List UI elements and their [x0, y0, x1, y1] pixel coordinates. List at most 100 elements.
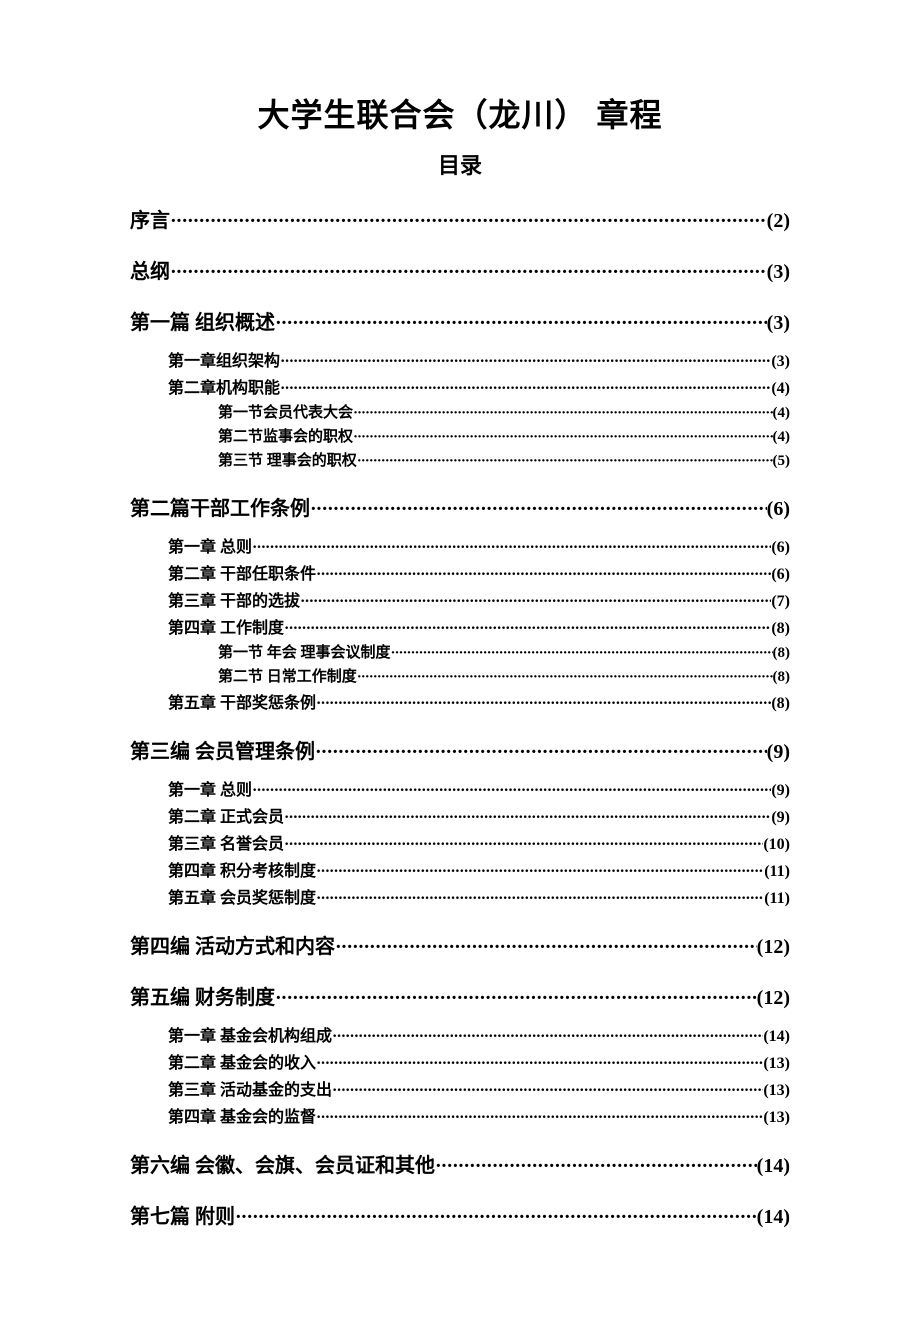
toc-entry-page: (12)	[757, 936, 790, 959]
toc-entry-label: 第五章 会员奖惩制度	[168, 884, 316, 908]
toc-dot-leader	[316, 863, 764, 881]
toc-dot-leader	[316, 695, 771, 713]
toc-dot-leader	[332, 1028, 763, 1046]
toc-entry-page: (6)	[771, 539, 790, 557]
toc-entry-page: (8)	[773, 669, 791, 686]
toc-entry-page: (11)	[764, 863, 790, 881]
toc-dot-leader	[284, 836, 763, 854]
toc-entry-label: 第一章 总则	[168, 533, 252, 557]
toc-entry: 第五章 会员奖惩制度 (11)	[168, 884, 790, 908]
toc-entry: 第五编 财务制度 (12)	[130, 981, 790, 1010]
toc-entry: 第一节 年会 理事会议制度(8)	[218, 641, 790, 662]
toc-dot-leader	[357, 669, 773, 686]
toc-entry: 第二章 基金会的收入(13)	[168, 1049, 790, 1073]
toc-dot-leader	[170, 210, 767, 233]
toc-entry-page: (10)	[763, 836, 790, 854]
toc-entry-page: (14)	[763, 1028, 790, 1046]
toc-dot-leader	[316, 890, 764, 908]
toc-entry-label: 第一章 基金会机构组成	[168, 1022, 332, 1046]
toc-dot-leader	[435, 1155, 757, 1178]
toc-entry-label: 第三节 理事会的职权	[218, 449, 357, 470]
toc-entry: 第一章组织架构 (3)	[168, 347, 790, 371]
toc-dot-leader	[391, 645, 773, 662]
toc-entry-label: 第二章 干部任职条件	[168, 560, 316, 584]
toc-entry: 第四编 活动方式和内容 (12)	[130, 930, 790, 959]
toc-entry: 第二章 正式会员 (9)	[168, 803, 790, 827]
toc-dot-leader	[170, 261, 767, 284]
toc-entry: 第五章 干部奖惩条例(8)	[168, 689, 790, 713]
toc-entry: 第三章 活动基金的支出(13)	[168, 1076, 790, 1100]
toc-entry-label: 第一章 总则	[168, 776, 252, 800]
toc-entry-page: (3)	[767, 261, 790, 284]
toc-entry-label: 第一节 年会 理事会议制度	[218, 641, 391, 662]
toc-dot-leader	[280, 353, 771, 371]
toc-dot-leader	[280, 380, 771, 398]
toc-entry-page: (3)	[771, 353, 790, 371]
toc-dot-leader	[332, 1082, 763, 1100]
toc-dot-leader	[275, 312, 767, 335]
toc-entry: 第二节 日常工作制度 (8)	[218, 665, 790, 686]
toc-entry-page: (13)	[763, 1082, 790, 1100]
toc-dot-leader	[252, 782, 771, 800]
toc-dot-leader	[357, 453, 773, 470]
toc-entry: 第二章机构职能 (4)	[168, 374, 790, 398]
toc-entry-label: 第二章机构职能	[168, 374, 280, 398]
toc-dot-leader	[353, 405, 772, 422]
toc-dot-leader	[335, 936, 757, 959]
toc-entry: 第七篇 附则 (14)	[130, 1200, 790, 1229]
toc-entry-label: 第四章 基金会的监督	[168, 1103, 316, 1127]
toc-dot-leader	[316, 1109, 763, 1127]
toc-entry-page: (5)	[773, 453, 791, 470]
toc-entry: 第一章 总则 (6)	[168, 533, 790, 557]
toc-entry-label: 第三章 名誉会员	[168, 830, 284, 854]
toc-entry-label: 第一篇 组织概述	[130, 306, 275, 335]
toc-entry-label: 第二章 正式会员	[168, 803, 284, 827]
toc-entry: 第二章 干部任职条件 (6)	[168, 560, 790, 584]
toc-entry-page: (9)	[771, 782, 790, 800]
toc-entry: 第一篇 组织概述(3)	[130, 306, 790, 335]
toc-entry-label: 第三编 会员管理条例	[130, 735, 315, 764]
toc-entry: 第四章 基金会的监督 (13)	[168, 1103, 790, 1127]
toc-entry-label: 第五章 干部奖惩条例	[168, 689, 316, 713]
toc-entry: 第二篇干部工作条例 (6)	[130, 492, 790, 521]
toc-entry-page: (4)	[771, 380, 790, 398]
toc-entry-page: (9)	[767, 741, 790, 764]
toc-entry-page: (13)	[763, 1109, 790, 1127]
toc-entry: 总纲 (3)	[130, 255, 790, 284]
toc-entry: 第三章 名誉会员 (10)	[168, 830, 790, 854]
toc-entry-page: (11)	[764, 890, 790, 908]
toc-dot-leader	[284, 809, 771, 827]
toc-dot-leader	[316, 566, 771, 584]
toc-entry-label: 总纲	[130, 255, 170, 284]
toc-dot-leader	[275, 987, 757, 1010]
document-subtitle: 目录	[130, 148, 790, 180]
toc-entry-label: 第七篇 附则	[130, 1200, 235, 1229]
toc-entry: 第二节监事会的职权(4)	[218, 425, 790, 446]
toc-entry-page: (4)	[773, 429, 791, 446]
toc-entry-label: 第四章 积分考核制度	[168, 857, 316, 881]
toc-entry-page: (12)	[757, 987, 790, 1010]
toc-dot-leader	[252, 539, 771, 557]
toc-entry-label: 第一章组织架构	[168, 347, 280, 371]
toc-dot-leader	[235, 1206, 757, 1229]
toc-dot-leader	[316, 1055, 763, 1073]
toc-entry-page: (6)	[771, 566, 790, 584]
toc-entry-page: (7)	[771, 593, 790, 611]
toc-dot-leader	[310, 498, 767, 521]
toc-entry: 第四章 工作制度(8)	[168, 614, 790, 638]
table-of-contents: 序言(2)总纲(3)第一篇 组织概述(3)第一章组织架构 (3)第二章机构职能(…	[130, 204, 790, 1229]
toc-dot-leader	[284, 620, 771, 638]
toc-entry: 第一章 基金会机构组成 (14)	[168, 1022, 790, 1046]
toc-entry-label: 第二节 日常工作制度	[218, 665, 357, 686]
toc-entry: 序言 (2)	[130, 204, 790, 233]
toc-entry-page: (9)	[771, 809, 790, 827]
toc-entry-label: 序言	[130, 204, 170, 233]
toc-entry-label: 第六编 会徽、会旗、会员证和其他	[130, 1149, 435, 1178]
toc-entry-label: 第一节会员代表大会	[218, 401, 353, 422]
toc-entry-page: (14)	[757, 1206, 790, 1229]
toc-entry-label: 第四编 活动方式和内容	[130, 930, 335, 959]
toc-entry-page: (2)	[767, 210, 790, 233]
toc-entry-label: 第二篇干部工作条例	[130, 492, 310, 521]
toc-entry-label: 第五编 财务制度	[130, 981, 275, 1010]
toc-entry: 第三节 理事会的职权 (5)	[218, 449, 790, 470]
